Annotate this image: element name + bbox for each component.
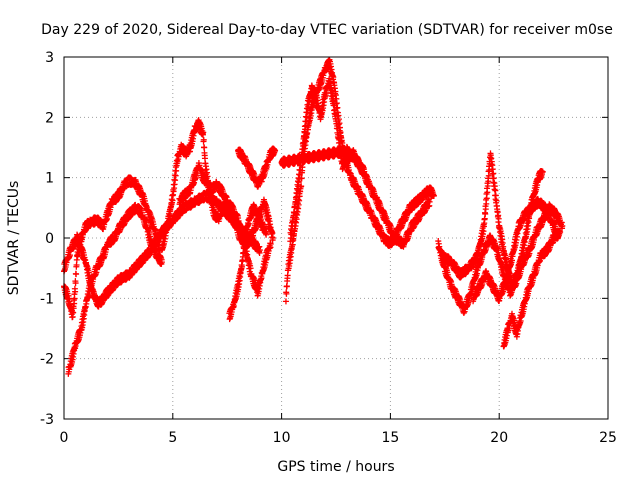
x-tick-label: 20 (490, 430, 508, 446)
x-tick-label: 5 (168, 430, 177, 446)
data-point (158, 259, 165, 266)
series-track-l (439, 150, 546, 290)
y-tick-label: 0 (45, 231, 54, 247)
data-point (256, 247, 263, 254)
data-point (284, 272, 291, 279)
y-tick-label: 3 (45, 50, 54, 66)
y-tick-label: -1 (40, 291, 54, 307)
y-tick-label: 1 (45, 171, 54, 187)
y-tick-label: -3 (40, 412, 54, 428)
x-tick-label: 0 (60, 430, 69, 446)
data-point (73, 271, 80, 278)
data-point (282, 298, 289, 305)
data-point (173, 167, 180, 174)
x-tick-label: 25 (599, 430, 617, 446)
y-tick-label: 2 (45, 110, 54, 126)
data-point (201, 144, 208, 151)
data-point (169, 197, 176, 204)
series-track-h (282, 56, 437, 305)
data-point (71, 295, 78, 302)
data-point (67, 252, 74, 259)
data-point (73, 262, 80, 269)
data-point (72, 280, 79, 287)
chart-title: Day 229 of 2020, Sidereal Day-to-day VTE… (41, 22, 613, 38)
x-tick-label: 10 (273, 430, 291, 446)
x-tick-label: 15 (381, 430, 399, 446)
data-point (72, 288, 79, 295)
data-point (283, 283, 290, 290)
data-points (61, 56, 566, 377)
y-tick-label: -2 (40, 352, 54, 368)
data-point (492, 192, 499, 199)
data-point (482, 206, 489, 213)
axis-ticks: 0 5 10 15 20 25 -3 -2 -1 0 1 2 3 (40, 50, 617, 446)
series-track-g (235, 145, 279, 190)
data-point (71, 300, 78, 307)
series-track-b (65, 201, 165, 377)
